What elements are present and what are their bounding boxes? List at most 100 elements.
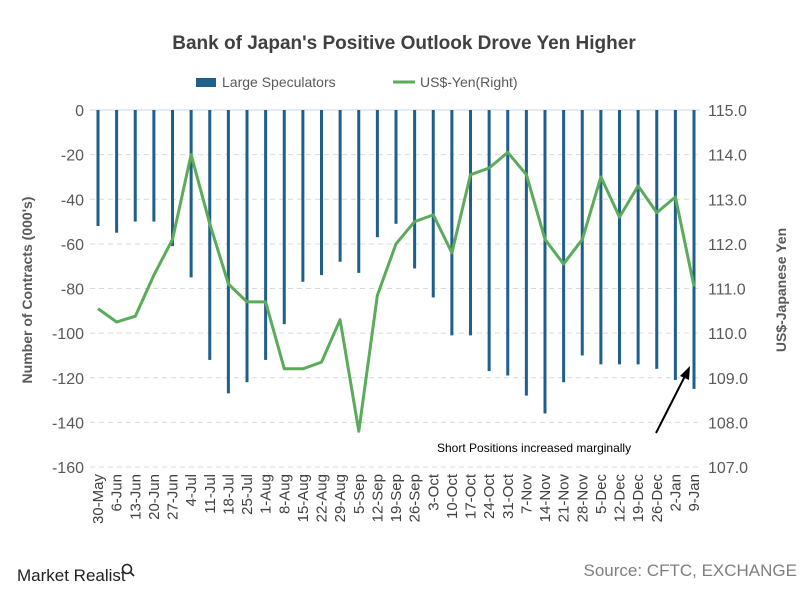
bar: [599, 110, 603, 365]
left-axis-ticks: 0 -20 -40 -60 -80 -100 -120 -140 -160: [52, 103, 84, 477]
y-tick-label: -120: [52, 371, 84, 388]
bar: [469, 110, 472, 336]
x-tick-label: 8-Aug: [276, 474, 293, 514]
bar: [189, 110, 193, 278]
bar: [115, 110, 119, 233]
bar: [692, 110, 696, 389]
bar-series: [96, 110, 696, 414]
bar: [580, 110, 584, 356]
line-series: [97, 150, 696, 433]
bar: [245, 110, 249, 383]
y-tick-label: -80: [61, 282, 84, 299]
x-tick-label: 13-Jun: [127, 474, 144, 520]
legend-line-label: US$-Yen(Right): [420, 74, 518, 90]
y2-tick-label: 115.0: [708, 103, 747, 120]
bar: [338, 110, 342, 262]
x-tick-label: 21-Nov: [556, 474, 573, 523]
market-realist-logo: Market Realist: [17, 563, 135, 585]
bar: [506, 110, 510, 376]
chart-title: Bank of Japan's Positive Outlook Drove Y…: [172, 33, 636, 54]
bar: [394, 110, 398, 224]
bar: [450, 110, 454, 336]
y-tick-label: 0: [75, 103, 84, 120]
x-tick-label: 5-Sep: [351, 474, 368, 514]
x-tick-label: 15-Aug: [295, 474, 312, 522]
bar: [357, 110, 361, 273]
bar: [543, 110, 547, 414]
bar: [413, 110, 417, 269]
y2-tick-label: 108.0: [708, 415, 748, 432]
logo-text: Market Realist: [17, 566, 126, 585]
y-tick-label: -40: [61, 192, 84, 209]
x-tick-label: 12-Dec: [612, 474, 629, 523]
y-axis-label: Number of Contracts (000's): [19, 197, 35, 384]
x-tick-label: 12-Sep: [369, 474, 386, 522]
bar: [208, 110, 212, 360]
y2-tick-label: 113.0: [708, 192, 747, 209]
annotation-arrowhead: [680, 366, 690, 380]
x-tick-label: 31-Oct: [500, 473, 517, 519]
x-axis-ticks: 30-May 6-Jun 13-Jun 20-Jun 27-Jun 4-Jul 11-Jul…: [90, 473, 703, 524]
y-tick-label: -60: [61, 237, 84, 254]
x-tick-label: 29-Aug: [332, 474, 349, 522]
y2-tick-label: 114.0: [708, 148, 747, 165]
bar: [636, 110, 640, 365]
x-tick-label: 18-Jul: [220, 474, 237, 515]
x-tick-label: 9-Jan: [686, 474, 703, 512]
x-tick-label: 5-Dec: [593, 474, 610, 515]
bar: [618, 110, 621, 365]
magnifier-icon: [121, 563, 133, 575]
bar: [655, 110, 659, 369]
y2-tick-label: 110.0: [708, 326, 747, 343]
bar: [282, 110, 286, 325]
x-tick-label: 3-Oct: [425, 473, 442, 511]
x-tick-label: 25-Jul: [239, 474, 256, 515]
legend: Large Speculators US$-Yen(Right): [196, 74, 518, 90]
x-tick-label: 2-Jan: [667, 474, 684, 512]
y2-tick-label: 112.0: [708, 237, 747, 254]
y-tick-label: -20: [61, 148, 84, 165]
y-tick-label: -100: [52, 326, 84, 343]
x-tick-label: 20-Jun: [146, 474, 163, 520]
source-text: Source: CFTC, EXCHANGE: [584, 561, 798, 580]
y2-tick-label: 109.0: [708, 371, 748, 388]
bar: [431, 110, 435, 298]
x-tick-label: 30-May: [90, 474, 107, 525]
legend-bar-label: Large Speculators: [222, 74, 336, 90]
y2-tick-label: 111.0: [708, 282, 746, 299]
bar: [673, 110, 677, 380]
y-tick-label: -140: [52, 415, 84, 432]
y2-axis-label: US$-Japanese Yen: [773, 228, 789, 352]
x-tick-label: 7-Nov: [518, 474, 535, 515]
x-tick-label: 19-Sep: [388, 474, 405, 522]
bar: [264, 110, 268, 360]
bar: [320, 110, 323, 276]
bar: [562, 110, 566, 383]
x-tick-label: 22-Aug: [314, 474, 331, 522]
bar: [96, 110, 100, 227]
legend-bar-swatch: [196, 78, 216, 87]
y2-tick-label: 107.0: [708, 460, 748, 477]
x-tick-label: 17-Oct: [463, 473, 480, 519]
bar: [226, 110, 230, 394]
right-axis-ticks: 115.0 114.0 113.0 112.0 111.0 110.0 109.0 108.0…: [708, 103, 748, 477]
y-tick-label: -160: [52, 460, 84, 477]
x-tick-label: 24-Oct: [481, 473, 498, 519]
x-tick-label: 27-Jun: [165, 474, 182, 520]
bar: [152, 110, 156, 222]
bar: [524, 110, 528, 396]
bar: [375, 110, 379, 238]
annotation-arrow: [655, 373, 687, 434]
x-tick-label: 11-Jul: [202, 474, 219, 514]
x-tick-label: 19-Dec: [630, 474, 647, 523]
x-tick-label: 26-Sep: [407, 474, 424, 522]
bar: [133, 110, 137, 222]
x-tick-label: 4-Jul: [183, 474, 200, 507]
x-tick-label: 26-Dec: [649, 474, 666, 523]
x-tick-label: 6-Jun: [109, 474, 126, 512]
x-tick-label: 28-Nov: [574, 474, 591, 523]
annotation-text: Short Positions increased marginally: [437, 441, 631, 455]
x-tick-label: 14-Nov: [537, 474, 554, 523]
x-tick-label: 1-Aug: [258, 474, 275, 514]
